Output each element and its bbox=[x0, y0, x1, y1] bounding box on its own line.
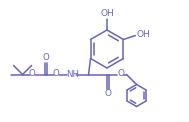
Text: OH: OH bbox=[100, 10, 114, 19]
Text: O: O bbox=[28, 69, 35, 78]
Text: O: O bbox=[104, 89, 111, 98]
Text: NH: NH bbox=[66, 70, 79, 79]
Text: O: O bbox=[42, 53, 49, 62]
Text: OH: OH bbox=[137, 30, 150, 39]
Text: O: O bbox=[52, 69, 59, 78]
Text: O: O bbox=[117, 69, 124, 78]
